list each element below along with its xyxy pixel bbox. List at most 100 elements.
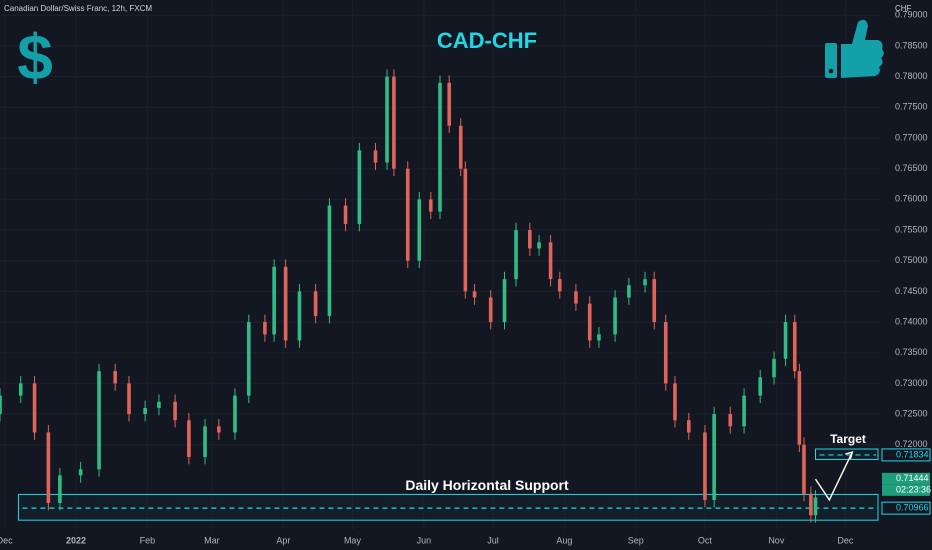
support-label: Daily Horizontal Support — [405, 477, 569, 493]
candle-body — [373, 150, 378, 163]
candle-body — [652, 279, 657, 323]
y-tick-label: 0.72500 — [895, 408, 928, 418]
support-price-box — [881, 501, 931, 515]
candle-body — [143, 407, 147, 415]
thumbs-up-icon — [825, 19, 884, 78]
candle-body — [447, 82, 452, 126]
candle-body — [488, 297, 493, 323]
candle-body — [173, 401, 177, 421]
candle-body — [587, 303, 592, 341]
candle-body — [537, 242, 541, 249]
candle-body — [417, 199, 422, 261]
x-tick-label: 2022 — [66, 535, 86, 545]
candle-body — [357, 150, 362, 224]
arrow-head — [845, 451, 854, 460]
x-tick-label: Aug — [556, 535, 572, 545]
candle-body — [686, 420, 691, 433]
y-tick-label: 0.77500 — [895, 102, 928, 112]
target-price-box — [881, 448, 931, 462]
candle-body — [405, 168, 410, 261]
candle-body — [187, 420, 191, 458]
symbol-info: Canadian Dollar/Swiss Franc, 12h, FXCM — [4, 4, 152, 13]
candle-body — [528, 230, 532, 249]
candle-body — [58, 475, 62, 504]
x-tick-label: Jun — [417, 535, 432, 545]
candle-body — [514, 230, 518, 280]
dollar-icon: $ — [17, 21, 53, 93]
candles — [0, 69, 818, 523]
x-tick-label: May — [344, 535, 362, 545]
y-tick-label: 0.76500 — [895, 163, 928, 173]
countdown-box — [882, 484, 930, 496]
candle-body — [772, 358, 776, 378]
candle-body — [327, 205, 332, 316]
y-tick-label: 0.74000 — [895, 316, 928, 326]
candle-body — [758, 377, 763, 396]
candle-body — [458, 125, 463, 169]
candle-body — [428, 199, 433, 212]
x-tick-label: Dec — [837, 535, 854, 545]
candle-body — [742, 395, 746, 427]
overlay: Daily Horizontal Support Target — [405, 432, 866, 502]
candle-body — [802, 444, 806, 494]
candle-body — [643, 279, 647, 286]
axis: 0.72000 0.72500 0.73000 0.73500 0.74000 0.745… — [0, 10, 931, 546]
y-tick-label: 0.72000 — [895, 439, 928, 449]
x-tick-label: Sep — [628, 535, 644, 545]
zones — [17, 448, 879, 521]
currency: CHF — [895, 4, 912, 13]
candle-body — [627, 285, 631, 298]
candle-body — [613, 297, 617, 335]
y-tick-label: 0.75000 — [895, 255, 928, 265]
y-tick-label: 0.73000 — [895, 378, 928, 388]
candle-body — [792, 322, 797, 372]
candle-body — [97, 371, 101, 470]
candle-body — [574, 291, 578, 304]
x-tick-label: Jul — [487, 535, 499, 545]
candle-body — [728, 414, 733, 427]
x-tick-label: Mar — [204, 535, 220, 545]
candle-body — [246, 322, 251, 396]
candle-body — [703, 432, 707, 500]
candle-body — [127, 383, 131, 415]
y-tick-label: 0.78000 — [895, 71, 928, 81]
candle-body — [263, 322, 267, 335]
candle-body — [78, 469, 83, 476]
candle-body — [272, 266, 276, 335]
candle-body — [217, 426, 221, 433]
target-price: 0.71834 — [896, 449, 929, 459]
candle-body — [46, 432, 51, 504]
support-price: 0.70966 — [896, 503, 929, 513]
candle-body — [283, 266, 288, 341]
candle-body — [438, 82, 442, 212]
x-tick-label: Apr — [276, 535, 290, 545]
candle-body — [597, 334, 601, 341]
support-zone — [17, 493, 879, 521]
y-tick-label: 0.73500 — [895, 347, 928, 357]
x-tick-label: Feb — [140, 535, 156, 545]
last-price: 0.71444 — [896, 473, 929, 483]
candle-body — [813, 497, 818, 516]
candle-body — [797, 371, 802, 445]
y-tick-label: 0.78500 — [895, 40, 928, 50]
candle-body — [472, 291, 477, 298]
candle-body — [343, 205, 348, 224]
candle-body — [297, 291, 302, 341]
last-price-box — [882, 472, 930, 485]
candle-body — [712, 414, 716, 500]
x-tick-label: Oct — [698, 535, 713, 545]
candle-body — [203, 426, 207, 458]
candle-body — [548, 242, 553, 280]
x-tick-label: Nov — [768, 535, 785, 545]
countdown: 02:23:36 — [896, 485, 931, 495]
y-tick-label: 0.76000 — [895, 194, 928, 204]
candle-body — [233, 395, 237, 433]
candle-body — [113, 371, 117, 384]
candle-body — [663, 322, 668, 384]
candle-body — [392, 76, 396, 169]
candle-body — [557, 279, 562, 292]
candle-body — [809, 493, 813, 516]
projection-path — [814, 451, 853, 502]
y-tick-label: 0.75500 — [895, 224, 928, 234]
